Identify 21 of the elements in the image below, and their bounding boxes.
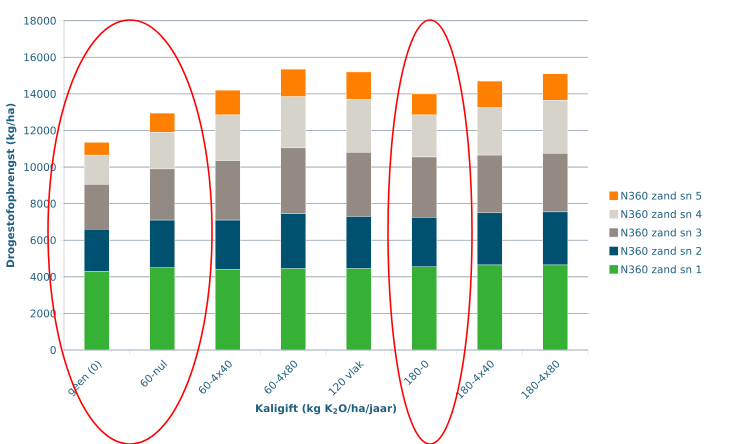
bar	[150, 267, 175, 350]
bar	[215, 269, 240, 350]
legend-label: N360 zand sn 5	[621, 192, 702, 200]
bar	[542, 264, 568, 350]
bar	[346, 268, 372, 350]
x-axis-title: Kaligift (kg K$_{2}$O/ha/jaar)	[256, 404, 396, 414]
legend-label: N360 zand sn 2	[621, 246, 702, 255]
bar	[84, 271, 110, 350]
bar	[477, 264, 502, 350]
y-tick-label: 0	[50, 346, 56, 354]
y-tick-label: 16000	[24, 53, 56, 62]
legend-label: N360 zand sn 3	[621, 228, 702, 236]
y-tick-label: 14000	[24, 90, 56, 98]
y-tick-label: 12000	[24, 126, 56, 134]
bar	[412, 266, 437, 350]
legend-label: N360 zand sn 1	[621, 265, 702, 274]
bar	[280, 268, 306, 350]
y-axis-title: Drogestofopbrengst (kg/ha)	[6, 104, 16, 267]
x-tick-label: 120 vlak	[328, 360, 364, 396]
legend-label: N360 zand sn 4	[621, 210, 702, 218]
y-tick-label: 18000	[24, 16, 56, 25]
